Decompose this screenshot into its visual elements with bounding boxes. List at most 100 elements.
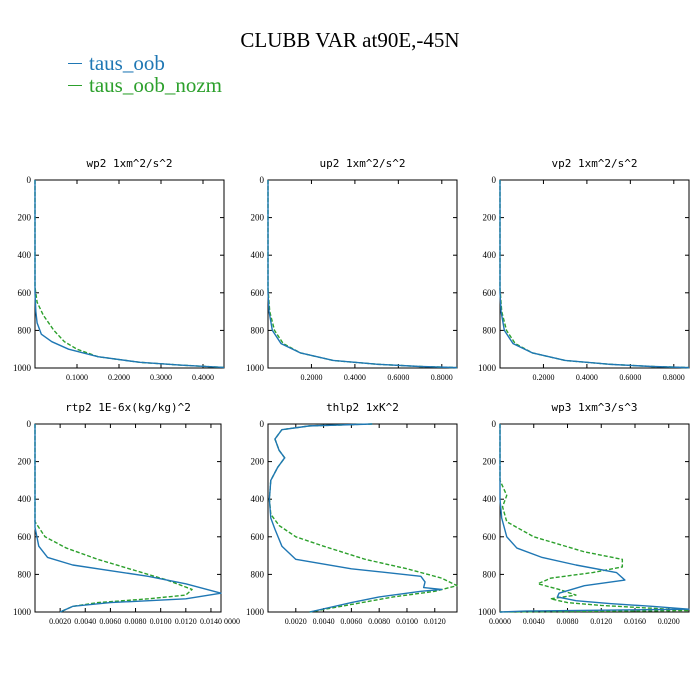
y-tick-label: 1000 bbox=[246, 607, 265, 617]
y-tick-label: 400 bbox=[483, 494, 497, 504]
x-tick-label: 0.0040 bbox=[313, 617, 335, 626]
series-line-taus-oob-nozm bbox=[34, 424, 193, 613]
y-tick-label: 600 bbox=[251, 288, 265, 298]
x-tick-label: 0.0080 bbox=[557, 617, 579, 626]
x-tick-label: 0.6000 bbox=[387, 373, 409, 382]
series-line-taus-oob-nozm bbox=[268, 423, 458, 613]
series-line-taus-oob bbox=[499, 424, 690, 613]
y-tick-label: 600 bbox=[483, 532, 497, 542]
x-tick-label: 0.0100 bbox=[150, 617, 172, 626]
plot-frame bbox=[267, 423, 458, 613]
x-tick-label: 0.0080 bbox=[125, 617, 147, 626]
x-tick-label: 0.0120 bbox=[590, 617, 612, 626]
y-tick-label: 0 bbox=[260, 419, 265, 429]
legend-label-taus-oob-nozm: taus_oob_nozm bbox=[89, 73, 222, 97]
chart-panel-1: wp2 1xm^2/s^2 0 200 400 600 800 1000 0.1000 0.20… bbox=[13, 157, 225, 382]
x-tick-label: 0.0160 bbox=[624, 617, 646, 626]
chart-panel-3: vp2 1xm^2/s^2 0 200 400 600 800 1000 0.2000 0.40… bbox=[478, 157, 690, 382]
legend-line-taus-oob-nozm bbox=[68, 84, 82, 86]
x-tick-label: 0.0040 bbox=[74, 617, 96, 626]
y-tick-label: 800 bbox=[18, 569, 32, 579]
x-tick-label: 0.0040 bbox=[523, 617, 545, 626]
x-tick-label: 0.0060 bbox=[99, 617, 121, 626]
y-tick-label: 600 bbox=[18, 532, 32, 542]
y-tick-label: 200 bbox=[18, 213, 32, 223]
panel-title: thlp2 1xK^2 bbox=[326, 401, 399, 414]
series-line-taus-oob bbox=[268, 423, 443, 613]
y-tick-label: 0 bbox=[492, 419, 497, 429]
plot-frame bbox=[499, 423, 690, 613]
y-tick-label: 800 bbox=[251, 569, 265, 579]
chart-title: CLUBB VAR at90E,-45N bbox=[240, 28, 460, 52]
legend-item-taus-oob-nozm: taus_oob_nozm bbox=[68, 74, 222, 96]
legend-item-taus-oob: taus_oob bbox=[68, 52, 165, 74]
x-tick-label: 0.0000 bbox=[489, 617, 511, 626]
y-tick-label: 400 bbox=[18, 494, 32, 504]
x-tick-label: 0.6000 bbox=[619, 373, 641, 382]
y-tick-label: 200 bbox=[251, 457, 265, 467]
series-line-taus-oob-nozm bbox=[499, 424, 690, 613]
x-tick-label: 0.0060 bbox=[340, 617, 362, 626]
x-tick-label: 0.4000 bbox=[344, 373, 366, 382]
y-tick-label: 0 bbox=[260, 175, 265, 185]
x-tick-label: 0.2000 bbox=[108, 373, 130, 382]
x-tick-label: 0.2000 bbox=[532, 373, 554, 382]
y-tick-label: 400 bbox=[483, 250, 497, 260]
panel-title: up2 1xm^2/s^2 bbox=[319, 157, 405, 170]
plot-frame bbox=[34, 423, 222, 613]
panel-title: rtp2 1E-6x(kg/kg)^2 bbox=[65, 401, 191, 414]
plot-frame bbox=[267, 179, 458, 369]
y-tick-label: 200 bbox=[483, 213, 497, 223]
chart-panel-5: thlp2 1xK^2 0 200 400 600 800 1000 0.0020 0.0040… bbox=[246, 401, 458, 626]
y-tick-label: 1000 bbox=[246, 363, 265, 373]
series-line-taus-oob-nozm bbox=[267, 180, 458, 369]
y-tick-label: 0 bbox=[27, 175, 32, 185]
y-tick-label: 1000 bbox=[13, 607, 32, 617]
x-tick-label: 0.0020 bbox=[49, 617, 71, 626]
plot-frame bbox=[499, 179, 690, 369]
y-tick-label: 800 bbox=[483, 325, 497, 335]
y-tick-label: 400 bbox=[251, 250, 265, 260]
panel-title: vp2 1xm^2/s^2 bbox=[551, 157, 637, 170]
chart-panel-2: up2 1xm^2/s^2 0 200 400 600 800 1000 0.2000 0.40… bbox=[246, 157, 458, 382]
series-line-taus-oob-nozm bbox=[499, 180, 690, 369]
x-tick-label: 0.8000 bbox=[663, 373, 685, 382]
panel-title: wp3 1xm^3/s^3 bbox=[551, 401, 637, 414]
legend-label-taus-oob: taus_oob bbox=[89, 51, 165, 75]
y-tick-label: 200 bbox=[483, 457, 497, 467]
x-tick-label: 0.3000 bbox=[150, 373, 172, 382]
x-tick-label: 0.0100 bbox=[396, 617, 418, 626]
x-tick-label: 0.1000 bbox=[66, 373, 88, 382]
x-tick-label: 0.4000 bbox=[192, 373, 214, 382]
y-tick-label: 1000 bbox=[478, 607, 497, 617]
x-tick-label: 0.2000 bbox=[300, 373, 322, 382]
series-line-taus-oob bbox=[267, 180, 458, 369]
chart-panel-4: rtp2 1E-6x(kg/kg)^2 0 200 400 600 800 1000 0.00… bbox=[13, 401, 240, 626]
panel-title: wp2 1xm^2/s^2 bbox=[86, 157, 172, 170]
x-tick-label: 0.0140 bbox=[200, 617, 222, 626]
x-tick-label: 0.0120 bbox=[424, 617, 446, 626]
y-tick-label: 800 bbox=[18, 325, 32, 335]
legend-line-taus-oob bbox=[68, 62, 82, 64]
y-tick-label: 800 bbox=[483, 569, 497, 579]
y-tick-label: 200 bbox=[251, 213, 265, 223]
y-tick-label: 0 bbox=[27, 419, 32, 429]
x-tick-label: 0.0080 bbox=[368, 617, 390, 626]
y-tick-label: 600 bbox=[18, 288, 32, 298]
series-line-taus-oob bbox=[34, 180, 225, 369]
y-tick-label: 0 bbox=[492, 175, 497, 185]
y-tick-label: 1000 bbox=[478, 363, 497, 373]
series-line-taus-oob bbox=[499, 180, 690, 369]
x-tick-label: 0.8000 bbox=[431, 373, 453, 382]
y-tick-label: 600 bbox=[251, 532, 265, 542]
x-tick-label: 0.0120 bbox=[175, 617, 197, 626]
x-tick-label: 0.0200 bbox=[658, 617, 680, 626]
y-tick-label: 800 bbox=[251, 325, 265, 335]
y-tick-label: 400 bbox=[251, 494, 265, 504]
y-tick-label: 600 bbox=[483, 288, 497, 298]
y-tick-label: 400 bbox=[18, 250, 32, 260]
x-tick-label-overflow: 0000 bbox=[224, 617, 240, 626]
series-line-taus-oob-nozm bbox=[34, 180, 225, 369]
